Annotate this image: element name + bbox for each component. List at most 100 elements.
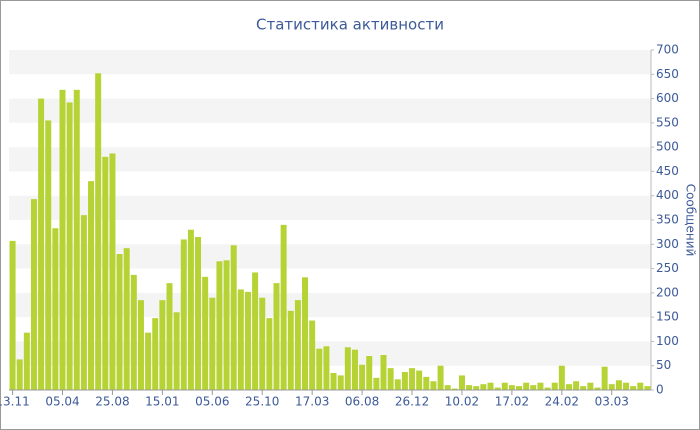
y-tick-label: 150 [656,310,679,324]
bar [444,385,451,390]
bar [644,386,651,390]
y-tick-label: 600 [656,91,679,105]
grid-band [9,244,651,269]
bar [309,320,316,390]
bar [437,365,444,390]
grid-band [9,98,651,123]
bar [558,365,565,390]
bar [608,384,615,390]
chart-title: Статистика активности [256,16,444,34]
bar [401,372,408,390]
bar [423,376,430,390]
bar [116,254,123,390]
bar [544,387,551,390]
bar [351,349,358,390]
bar [266,318,273,390]
bar [102,156,109,390]
y-tick-label: 450 [656,164,679,178]
grid-band [9,50,651,75]
y-tick-label: 300 [656,237,679,251]
grid-band [9,341,651,366]
bar [302,277,309,390]
y-tick-label: 50 [656,358,671,372]
bar [145,332,152,390]
bar [623,382,630,390]
bar [323,346,330,390]
x-tick-label: 17.03 [295,395,329,409]
x-tick-label: 25.08 [95,395,129,409]
x-tick-label: 03.03 [595,395,629,409]
bar [615,380,622,390]
y-axis-label: Сообщений [684,184,698,257]
x-tick-label: 10.02 [445,395,479,409]
x-tick-label: 24.02 [545,395,579,409]
bar [565,384,572,390]
x-tick-label: 05.04 [45,395,79,409]
bar [195,237,202,390]
bar [9,240,16,390]
x-tick-label: 25.10 [245,395,279,409]
y-tick-label: 700 [656,43,679,57]
bar [594,387,601,390]
bar [458,375,465,390]
bar [487,382,494,390]
x-tick-label: 13.11 [0,395,30,409]
bar [280,224,287,390]
grid-band [9,147,651,172]
bar [244,291,251,390]
x-tick-label: 17.02 [495,395,529,409]
y-tick-label: 650 [656,67,679,81]
bar [130,274,137,390]
y-tick-label: 550 [656,115,679,129]
bar [516,386,523,390]
bar [373,377,380,390]
y-tick-label: 350 [656,213,679,227]
bar [45,120,52,390]
bar [551,382,558,390]
bar [430,381,437,390]
bar [273,283,280,390]
bar [501,382,508,390]
bar [166,283,173,390]
bar [316,348,323,390]
bar [394,379,401,390]
x-tick-label: 15.01 [145,395,179,409]
x-tick-label: 05.06 [195,395,229,409]
y-tick-label: 500 [656,140,679,154]
bar [337,375,344,390]
bar [537,382,544,390]
bar [209,297,216,390]
bar [216,261,223,390]
bar [137,300,144,390]
grid-band [9,292,651,318]
bar [451,388,458,390]
bar [223,260,230,390]
bar [587,382,594,390]
bar [366,356,373,390]
bar [416,370,423,390]
bar [287,310,294,390]
bar [466,385,473,390]
x-tick-label: 26.12 [395,395,429,409]
bar [259,297,266,390]
bar [344,347,351,390]
y-tick-label: 250 [656,261,679,275]
bar [16,359,23,390]
x-tick-label: 06.08 [345,395,379,409]
bar [123,248,130,390]
bar [330,373,337,390]
bar [530,385,537,390]
bar [38,98,45,391]
bar [66,102,73,390]
bar [252,272,259,390]
bar [359,364,366,390]
bar [387,368,394,390]
bar [294,300,301,390]
bar [159,300,166,390]
bar [52,228,59,390]
bar [637,382,644,390]
bar [173,312,180,390]
bar [380,355,387,390]
bar [23,332,30,390]
